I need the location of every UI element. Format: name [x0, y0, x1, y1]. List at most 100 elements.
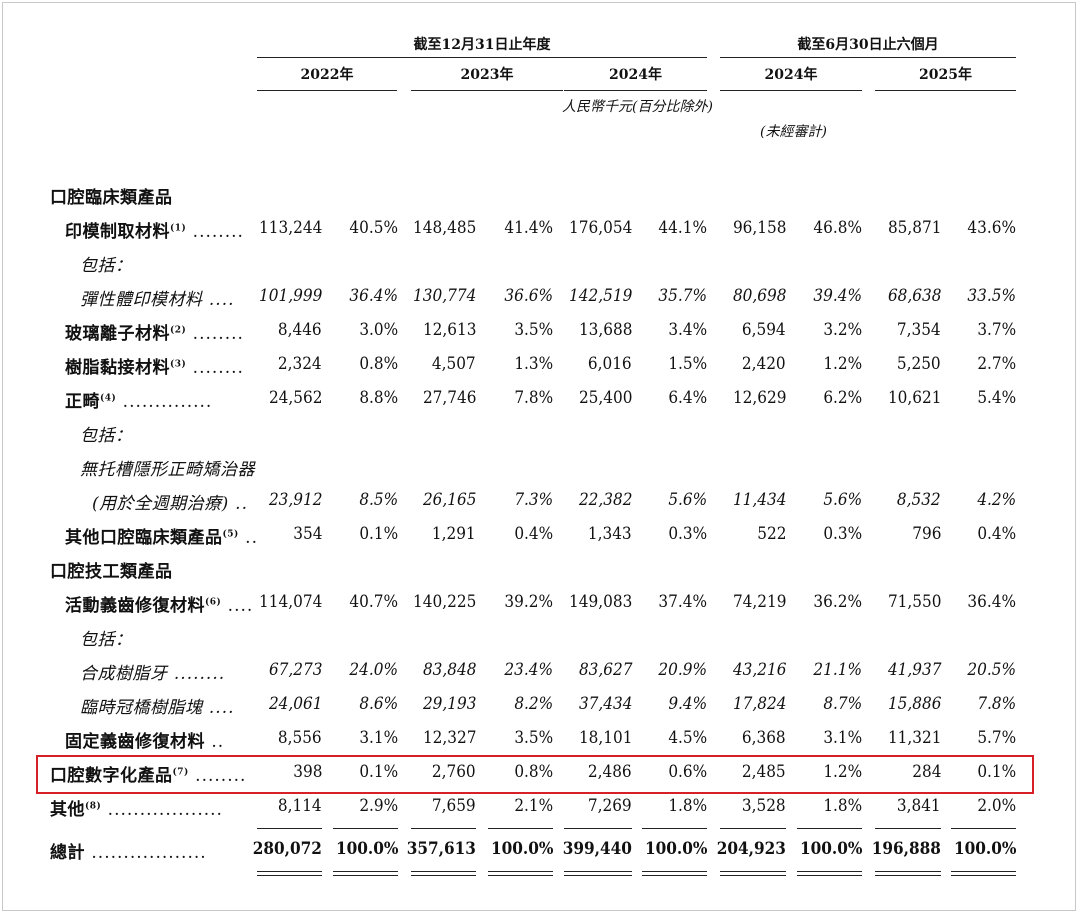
cell-value: 1,343	[588, 524, 632, 544]
header-year-underline-2	[564, 90, 707, 91]
cell-value: 148,485	[412, 218, 476, 238]
cell-value: 17,824	[732, 694, 786, 714]
rule-above-total	[797, 828, 862, 829]
cell-value: 22,382	[578, 490, 632, 510]
row-label-text: 臨時冠橋樹脂塊	[80, 698, 203, 718]
cell-value: 7,354	[897, 320, 941, 340]
row-label-text: 包括：	[80, 630, 133, 650]
cell-value: 7.3%	[514, 490, 553, 510]
footnote-marker: (7)	[172, 767, 189, 778]
cell-value: 357,613	[406, 839, 476, 859]
footnote-marker: (6)	[205, 597, 222, 608]
cell-value: 3,841	[897, 796, 941, 816]
header-group-underline-h1	[720, 57, 1016, 58]
cell-value: 1.3%	[514, 354, 553, 374]
row-label-text: 彈性體印模材料	[80, 290, 203, 310]
row-label-text: 玻璃離子材料	[65, 324, 170, 344]
cell-value: 41,937	[887, 660, 941, 680]
cell-value: 114,074	[258, 592, 322, 612]
cell-value: 71,550	[887, 592, 941, 612]
row-label: 玻璃離子材料(2) ........	[65, 319, 244, 344]
header-group-underline-fy	[257, 57, 707, 58]
row-label-text: 包括：	[80, 426, 133, 446]
leader-dots: ..................	[101, 800, 223, 820]
cell-value: 142,519	[568, 286, 632, 306]
cell-value: 0.1%	[359, 762, 398, 782]
footnote-marker: (4)	[100, 393, 117, 404]
leader-dots: ........	[186, 358, 244, 378]
cell-value: 39.2%	[504, 592, 553, 612]
cell-value: 0.3%	[823, 524, 862, 544]
row-label-text: 口腔技工類產品	[50, 562, 173, 582]
double-rule-below-total	[797, 871, 862, 872]
cell-value: 100.0%	[490, 839, 553, 859]
double-rule-below-total	[257, 871, 322, 872]
cell-value: 12,327	[422, 728, 476, 748]
cell-value: 3.1%	[359, 728, 398, 748]
cell-value: 8,446	[278, 320, 322, 340]
cell-value: 280,072	[252, 839, 322, 859]
cell-value: 8.6%	[359, 694, 398, 714]
double-rule-below-total	[642, 875, 707, 876]
cell-value: 20.5%	[967, 660, 1016, 680]
cell-value: 8,532	[897, 490, 941, 510]
row-label: 包括：	[80, 421, 133, 446]
cell-value: 3.7%	[977, 320, 1016, 340]
double-rule-below-total	[875, 875, 941, 876]
row-label: (用於全週期治療) ..	[92, 489, 248, 514]
cell-value: 40.5%	[349, 218, 398, 238]
cell-value: 284	[911, 762, 941, 782]
footnote-marker: (1)	[170, 223, 187, 234]
row-label: 活動義齒修復材料(6) ....	[65, 591, 253, 616]
cell-value: 12,629	[732, 388, 786, 408]
header-year-3: 2024年	[764, 67, 818, 83]
row-label-text: 固定義齒修復材料	[65, 732, 205, 752]
double-rule-below-total	[642, 871, 707, 872]
cell-value: 0.4%	[514, 524, 553, 544]
cell-value: 18,101	[578, 728, 632, 748]
cell-value: 10,621	[887, 388, 941, 408]
cell-value: 0.3%	[668, 524, 707, 544]
cell-value: 2,485	[742, 762, 786, 782]
row-label-text: 活動義齒修復材料	[65, 596, 205, 616]
double-rule-below-total	[720, 875, 786, 876]
cell-value: 67,273	[268, 660, 322, 680]
row-label: 其他口腔臨床類產品(5) ..	[65, 523, 258, 548]
row-label: 彈性體印模材料 ....	[80, 285, 235, 310]
cell-value: 5.4%	[977, 388, 1016, 408]
row-label-text: 其他	[50, 800, 85, 820]
row-label: 口腔臨床類產品	[50, 183, 173, 208]
row-label-text: 合成樹脂牙	[80, 664, 168, 684]
cell-value: 100.0%	[644, 839, 707, 859]
header-year-4: 2025年	[919, 67, 972, 83]
cell-value: 1.8%	[823, 796, 862, 816]
cell-value: 85,871	[887, 218, 941, 238]
cell-value: 100.0%	[335, 839, 398, 859]
row-label-text: 總計	[50, 843, 85, 863]
highlight-box-digital-products	[36, 755, 1034, 794]
cell-value: 1.2%	[823, 762, 862, 782]
row-label-text: 口腔數字化產品	[50, 766, 173, 786]
cell-value: 0.1%	[359, 524, 398, 544]
cell-value: 8.7%	[823, 694, 862, 714]
cell-value: 36.4%	[967, 592, 1016, 612]
cell-value: 100.0%	[953, 839, 1016, 859]
cell-value: 37.4%	[658, 592, 707, 612]
cell-value: 2.1%	[514, 796, 553, 816]
cell-value: 149,083	[568, 592, 632, 612]
double-rule-below-total	[564, 875, 632, 876]
cell-value: 11,434	[732, 490, 786, 510]
double-rule-below-total	[488, 875, 553, 876]
rule-above-total	[720, 828, 786, 829]
cell-value: 796	[911, 524, 941, 544]
cell-value: 83,627	[578, 660, 632, 680]
cell-value: 74,219	[732, 592, 786, 612]
cell-value: 5.6%	[823, 490, 862, 510]
footnote-marker: (3)	[170, 359, 187, 370]
double-rule-below-total	[951, 871, 1016, 872]
footnote-marker: (5)	[222, 529, 239, 540]
row-label: 口腔數字化產品(7) ........	[50, 761, 246, 786]
footnote-marker: (2)	[170, 325, 187, 336]
cell-value: 11,321	[887, 728, 941, 748]
cell-value: 3.2%	[823, 320, 862, 340]
